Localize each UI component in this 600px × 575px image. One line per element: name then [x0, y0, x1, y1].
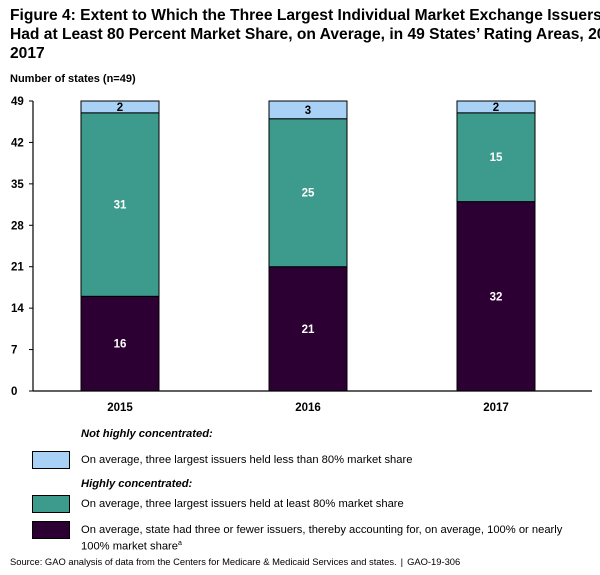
legend-swatch-at-least-80 [32, 495, 70, 513]
bar-segment [268, 100, 348, 120]
bar-value-label: 15 [490, 152, 503, 164]
legend-label-three-or-fewer-text: On average, state had three or fewer iss… [81, 524, 563, 553]
figure-title-line-1: Figure 4: Extent to Which the Three Larg… [10, 7, 600, 24]
source-text: Source: GAO analysis of data from the Ce… [10, 556, 397, 567]
legend-label-under-80: On average, three largest issuers held l… [81, 454, 413, 466]
bar-value-label: 16 [114, 339, 127, 351]
bar-value-label: 2 [493, 102, 499, 114]
source-note: Source: GAO analysis of data from the Ce… [10, 556, 460, 567]
bar-segment [456, 201, 536, 392]
x-category-label: 2017 [483, 402, 509, 414]
footnote-marker: a [178, 540, 182, 547]
source-separator: | [400, 556, 404, 567]
bar-value-label: 32 [490, 291, 503, 303]
legend-label-at-least-80: On average, three largest issuers held a… [81, 498, 404, 510]
y-tick-label: 42 [11, 137, 24, 149]
figure-title: Figure 4: Extent to Which the Three Larg… [10, 6, 600, 63]
bar-value-label: 3 [305, 105, 311, 117]
bar-segment [80, 100, 160, 114]
y-tick-label: 35 [11, 179, 24, 191]
bar-value-label: 2 [117, 102, 123, 114]
bar-segment [80, 295, 160, 392]
bar-segment [456, 100, 536, 114]
y-tick-label: 0 [11, 386, 17, 398]
y-tick-label: 14 [11, 303, 24, 315]
x-category-label: 2016 [295, 402, 321, 414]
y-tick-label: 28 [11, 220, 24, 232]
bar-segment [268, 118, 348, 268]
legend-heading-not-concentrated: Not highly concentrated: [81, 428, 213, 440]
bar-value-label: 21 [302, 324, 315, 336]
report-id: GAO-19-306 [407, 556, 461, 567]
legend-label-three-or-fewer: On average, state had three or fewer iss… [81, 523, 592, 554]
legend-swatch-under-80 [32, 451, 70, 469]
legend-item-under-80: On average, three largest issuers held l… [32, 451, 412, 469]
stacked-bar-chart: 0 7 14 21 28 35 42 49 16 31 2 2015 21 25 3 2016 32 15 2 201… [11, 96, 592, 414]
y-axis-title: Number of states (n=49) [10, 73, 136, 85]
bar-value-label: 31 [114, 200, 127, 212]
legend-item-at-least-80: On average, three largest issuers held a… [32, 495, 404, 513]
y-tick-label: 49 [11, 96, 24, 108]
y-tick-label: 21 [11, 262, 24, 274]
figure-title-line-2: Had at Least 80 Percent Market Share, on… [10, 26, 600, 43]
x-category-label: 2015 [107, 402, 133, 414]
figure-title-line-3: 2017 [10, 45, 45, 62]
legend-swatch-three-or-fewer [32, 521, 70, 539]
legend-heading-highly-concentrated: Highly concentrated: [81, 478, 193, 490]
bar-value-label: 25 [302, 188, 315, 200]
y-tick-label: 7 [11, 345, 17, 357]
legend-item-three-or-fewer: On average, state had three or fewer iss… [32, 521, 592, 554]
